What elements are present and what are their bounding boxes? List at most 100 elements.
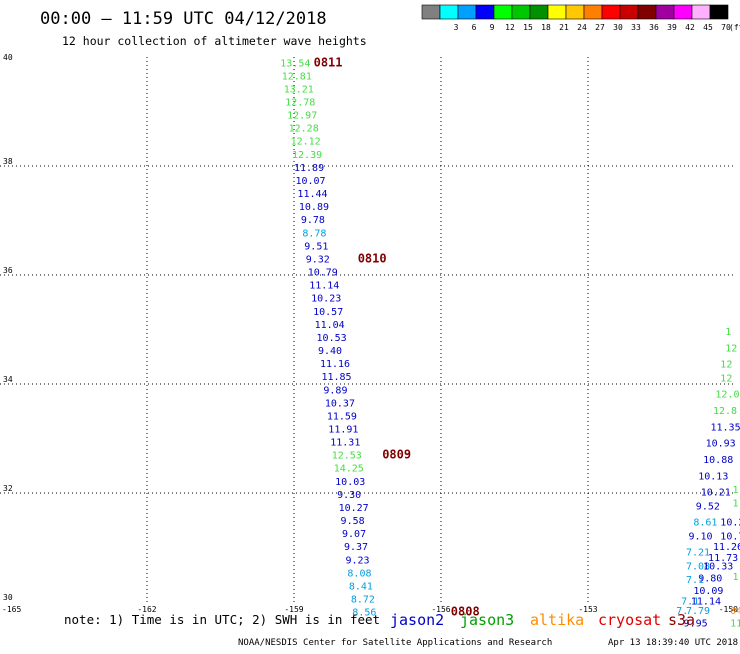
- colorbar-label: 21: [559, 23, 569, 32]
- wave-height-value: 13.21: [284, 84, 314, 95]
- colorbar-swatch: [584, 5, 602, 19]
- wave-height-value: 11.85: [321, 372, 351, 383]
- wave-height-value: 12: [720, 360, 732, 371]
- wave-height-value: 11.91: [328, 425, 358, 436]
- wave-height-value: 12.39: [292, 150, 322, 161]
- pass-time-label: 0809: [382, 448, 411, 462]
- wave-height-value: 12: [725, 343, 737, 354]
- wave-height-value: 9.07: [342, 529, 366, 540]
- wave-height-value: 12.53: [332, 451, 362, 462]
- wave-height-value: 12.81: [282, 71, 312, 82]
- colorbar-swatch: [530, 5, 548, 19]
- colorbar-label: 45: [703, 23, 713, 32]
- colorbar-swatch: [512, 5, 530, 19]
- wave-height-value: 10.23: [311, 294, 341, 305]
- colorbar-swatch: [602, 5, 620, 19]
- wave-height-value: 11.44: [297, 189, 327, 200]
- chart-title: 00:00 – 11:59 UTC 04/12/2018: [40, 9, 327, 29]
- wave-height-value: 10.27: [339, 503, 369, 514]
- wave-height-value: 9.23: [345, 555, 369, 566]
- y-tick-label: 32: [3, 484, 13, 493]
- wave-height-value: 8.41: [349, 581, 373, 592]
- colorbar-label: 9: [490, 23, 495, 32]
- wave-height-value: 1: [725, 327, 731, 338]
- y-tick-label: 38: [3, 157, 13, 166]
- wave-height-value: 115: [730, 619, 740, 630]
- colorbar-label: 3: [454, 23, 459, 32]
- colorbar-label: 33: [631, 23, 641, 32]
- wave-height-value: 12.78: [285, 98, 315, 109]
- wave-height-value: 9.89: [323, 385, 347, 396]
- colorbar-swatch: [494, 5, 512, 19]
- colorbar-swatch: [476, 5, 494, 19]
- wave-height-value: 12.8: [713, 406, 737, 417]
- colorbar-swatch: [620, 5, 638, 19]
- colorbar-swatch: [710, 5, 728, 19]
- legend-jason3: jason3: [460, 611, 514, 629]
- legend-cryosat: cryosat: [598, 611, 661, 629]
- wave-height-value: 9.52: [696, 501, 720, 512]
- colorbar-swatch: [548, 5, 566, 19]
- wave-height-value: 8.78: [302, 228, 326, 239]
- wave-height-value: 10.09: [693, 586, 723, 597]
- x-tick-label: -165: [2, 605, 21, 614]
- colorbar-label: 12: [505, 23, 515, 32]
- wave-height-value: 10.57: [313, 307, 343, 318]
- wave-height-value: 11.04: [315, 320, 345, 331]
- wave-height-value: 11.89: [294, 163, 324, 174]
- pass-time-label: 0810: [358, 251, 387, 265]
- satellite-legend: jason2 jason3 altika cryosat s3a: [390, 611, 695, 629]
- wave-height-value: 10.33: [703, 561, 733, 572]
- wave-height-value: 9.40: [318, 346, 342, 357]
- pass-time-label: 0811: [314, 55, 343, 69]
- colorbar-swatch: [638, 5, 656, 19]
- colorbar-swatch: [674, 5, 692, 19]
- colorbar-swatch: [692, 5, 710, 19]
- colorbar-swatch: [656, 5, 674, 19]
- wave-height-value: 12.0: [715, 390, 739, 401]
- wave-height-value: 10.79: [308, 268, 338, 279]
- colorbar-label: 30: [613, 23, 623, 32]
- wave-height-value: 11.31: [330, 438, 360, 449]
- colorbar-label: 42: [685, 23, 695, 32]
- wave-height-value: 7.21: [686, 548, 710, 559]
- footer-credit: NOAA/NESDIS Center for Satellite Applica…: [238, 638, 552, 648]
- legend-jason2: jason2: [390, 611, 444, 629]
- wave-height-value: 042: [730, 606, 740, 617]
- wave-height-value: 10.03: [335, 477, 365, 488]
- colorbar-label: 39: [667, 23, 677, 32]
- wave-height-value: 9.37: [344, 542, 368, 553]
- y-tick-label: 36: [3, 266, 13, 275]
- wave-height-value: 13.54: [280, 58, 310, 69]
- wave-height-value: 9.58: [341, 516, 365, 527]
- colorbar-label: 36: [649, 23, 659, 32]
- wave-height-value: 12: [720, 373, 732, 384]
- wave-height-value: 14.25: [334, 464, 364, 475]
- wave-height-value: 1: [733, 499, 739, 510]
- wave-height-value: 10.13: [698, 471, 728, 482]
- wave-height-value: 12.28: [289, 124, 319, 135]
- wave-height-value: 10.89: [299, 202, 329, 213]
- wave-height-value: 7.1: [686, 575, 704, 586]
- wave-height-value: 10.78: [720, 531, 740, 542]
- y-tick-label: 30: [3, 593, 13, 602]
- legend-s3a: s3a: [668, 611, 695, 629]
- wave-height-value: 9.10: [688, 531, 712, 542]
- wave-height-value: 12.97: [287, 111, 317, 122]
- wave-height-value: 9.30: [337, 490, 361, 501]
- wave-height-value: 9.32: [306, 254, 330, 265]
- wave-height-value: 9.51: [304, 241, 328, 252]
- wave-height-value: 10.53: [317, 333, 347, 344]
- colorbar-label: 15: [523, 23, 533, 32]
- colorbar-swatch: [422, 5, 440, 19]
- colorbar-label: 18: [541, 23, 551, 32]
- legend-altika: altika: [530, 611, 584, 629]
- wave-height-value: 10.88: [703, 455, 733, 466]
- wave-height-value: 11.59: [327, 411, 357, 422]
- wave-height-value: 10.07: [295, 176, 325, 187]
- wave-height-value: 10.93: [706, 439, 736, 450]
- wave-height-value: 1: [733, 485, 739, 496]
- wave-height-value: 11.35: [711, 422, 740, 433]
